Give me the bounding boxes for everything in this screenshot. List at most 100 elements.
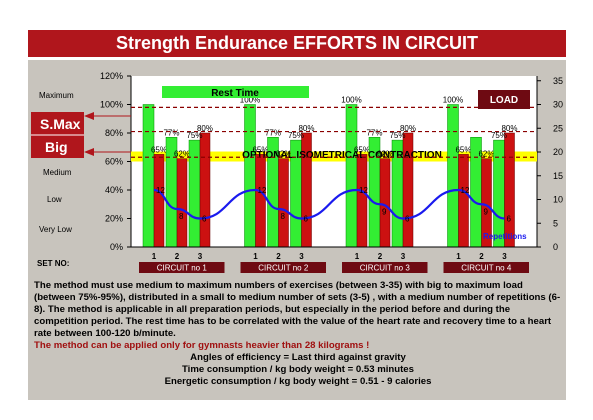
y-right-tick-label: 0 bbox=[553, 242, 558, 252]
circuit-label: CIRCUIT no 4 bbox=[461, 264, 512, 273]
load-bar-green bbox=[142, 104, 155, 248]
repetition-value-label: 6 bbox=[507, 215, 512, 224]
y-right-tick-label: 20 bbox=[553, 147, 563, 157]
load-bar-green bbox=[244, 104, 256, 248]
big-pointer-arrow bbox=[84, 148, 94, 156]
green-bar-value-label: 100% bbox=[341, 96, 361, 105]
smax-label: S.Max bbox=[40, 116, 81, 132]
red-bar-value-label: 62% bbox=[377, 150, 393, 159]
y-right-tick-label: 5 bbox=[553, 218, 558, 228]
isometric-band bbox=[131, 151, 537, 162]
repetitions-label: Repetitions bbox=[483, 232, 527, 241]
chart: 0% 20% 40% 60% 80% 100% 120% 0 5 10 15 20 25 30 35 Maxi… bbox=[31, 71, 563, 273]
repetition-value-label: 12 bbox=[156, 186, 165, 195]
circuit-label-bg bbox=[240, 262, 326, 273]
set-number-label: 2 bbox=[378, 252, 383, 261]
load-bar-red bbox=[379, 158, 391, 248]
y-left-tick-label: 60% bbox=[105, 157, 123, 167]
y-right-tick-label: 10 bbox=[553, 195, 563, 205]
set-number-label: 3 bbox=[299, 252, 304, 261]
y-right-tick-label: 15 bbox=[553, 171, 563, 181]
set-number-label: 2 bbox=[175, 252, 180, 261]
red-bar-value-label: 80% bbox=[501, 124, 517, 133]
intensity-medium-label: Medium bbox=[43, 168, 72, 177]
smax-pointer-arrow bbox=[84, 112, 94, 120]
efficiency-angles: Angles of efficiency = Last third agains… bbox=[190, 352, 406, 363]
repetition-value-label: 12 bbox=[359, 186, 368, 195]
circuit-label: CIRCUIT no 3 bbox=[360, 264, 411, 273]
load-bar-red bbox=[176, 158, 188, 248]
repetition-value-label: 6 bbox=[202, 215, 207, 224]
rest-time-bar bbox=[162, 86, 309, 98]
load-bar-red bbox=[199, 132, 211, 248]
set-number-label: 1 bbox=[253, 252, 258, 261]
circuit-label: CIRCUIT no 2 bbox=[258, 264, 309, 273]
intensity-maximum-label: Maximum bbox=[39, 91, 74, 100]
circuit-label: CIRCUIT no 1 bbox=[157, 264, 208, 273]
green-bar-value-label: 77% bbox=[163, 128, 179, 137]
set-number-label: 3 bbox=[198, 252, 203, 261]
y-right-tick-label: 30 bbox=[553, 100, 563, 110]
load-bar-red bbox=[458, 154, 469, 248]
red-bar-value-label: 62% bbox=[275, 150, 291, 159]
load-bar-red bbox=[255, 154, 266, 248]
red-bar-value-label: 65% bbox=[354, 145, 370, 154]
green-bar-value-label: 100% bbox=[443, 96, 463, 105]
green-bar-value-label: 75% bbox=[491, 131, 507, 140]
energetic-consumption: Energetic consumption / kg body weight =… bbox=[164, 376, 432, 387]
y-left-tick-label: 0% bbox=[110, 242, 123, 252]
load-bar-red bbox=[278, 158, 289, 248]
set-no-label: SET NO: bbox=[37, 259, 69, 268]
set-number-label: 3 bbox=[502, 252, 507, 261]
intensity-low-label: Low bbox=[47, 195, 62, 204]
green-bar-value-label: 75% bbox=[288, 131, 304, 140]
repetition-value-label: 9 bbox=[382, 207, 387, 216]
set-number-label: 1 bbox=[152, 252, 157, 261]
load-bar-red bbox=[356, 154, 368, 248]
y-right-tick-label: 35 bbox=[553, 76, 563, 86]
rest-time-label: Rest Time bbox=[211, 88, 259, 99]
y-left-tick-label: 20% bbox=[105, 214, 123, 224]
red-bar-value-label: 65% bbox=[455, 145, 471, 154]
repetition-value-label: 6 bbox=[304, 215, 309, 224]
load-bar-green bbox=[345, 104, 358, 248]
red-bar-value-label: 80% bbox=[298, 124, 314, 133]
red-bar-value-label: 65% bbox=[151, 145, 167, 154]
y-left-tick-label: 100% bbox=[100, 100, 123, 110]
red-bar-value-label: 80% bbox=[400, 124, 416, 133]
time-consumption: Time consumption / kg body weight = 0.53… bbox=[182, 364, 414, 375]
set-number-label: 1 bbox=[456, 252, 461, 261]
repetitions-line bbox=[153, 188, 505, 220]
repetition-value-label: 9 bbox=[484, 207, 489, 216]
circuit-label-bg bbox=[139, 262, 225, 273]
repetition-value-label: 8 bbox=[179, 212, 184, 221]
green-bar-value-label: 77% bbox=[265, 128, 281, 137]
description-block: The method must use medium to maximum nu… bbox=[34, 280, 562, 388]
green-bar-value-label: 100% bbox=[240, 96, 260, 105]
set-number-label: 1 bbox=[355, 252, 360, 261]
y-left-tick-label: 120% bbox=[100, 71, 123, 81]
set-number-label: 2 bbox=[276, 252, 281, 261]
circuit-label-bg bbox=[443, 262, 529, 273]
green-bar-value-label: 75% bbox=[389, 131, 405, 140]
red-bar-value-label: 65% bbox=[252, 145, 268, 154]
load-box bbox=[478, 90, 530, 109]
description-paragraph: The method must use medium to maximum nu… bbox=[34, 280, 561, 339]
green-bar-value-label: 77% bbox=[366, 128, 382, 137]
load-label: LOAD bbox=[490, 95, 518, 106]
circuit-label-bg bbox=[342, 262, 428, 273]
set-number-label: 3 bbox=[401, 252, 406, 261]
y-right-tick-label: 25 bbox=[553, 123, 563, 133]
big-label: Big bbox=[45, 139, 68, 155]
weight-warning: The method can be applied only for gymna… bbox=[34, 340, 370, 351]
red-bar-value-label: 62% bbox=[478, 150, 494, 159]
red-bar-value-label: 80% bbox=[197, 124, 213, 133]
isometric-label: OPTIONAL ISOMETRICAL CONTRACTION bbox=[242, 150, 442, 161]
green-bar-value-label: 75% bbox=[186, 131, 202, 140]
red-bar-value-label: 62% bbox=[174, 150, 190, 159]
repetition-value-label: 8 bbox=[281, 212, 286, 221]
repetition-value-label: 12 bbox=[461, 186, 470, 195]
y-left-tick-label: 40% bbox=[105, 185, 123, 195]
repetition-value-label: 6 bbox=[405, 215, 410, 224]
load-bar-green bbox=[447, 104, 459, 248]
